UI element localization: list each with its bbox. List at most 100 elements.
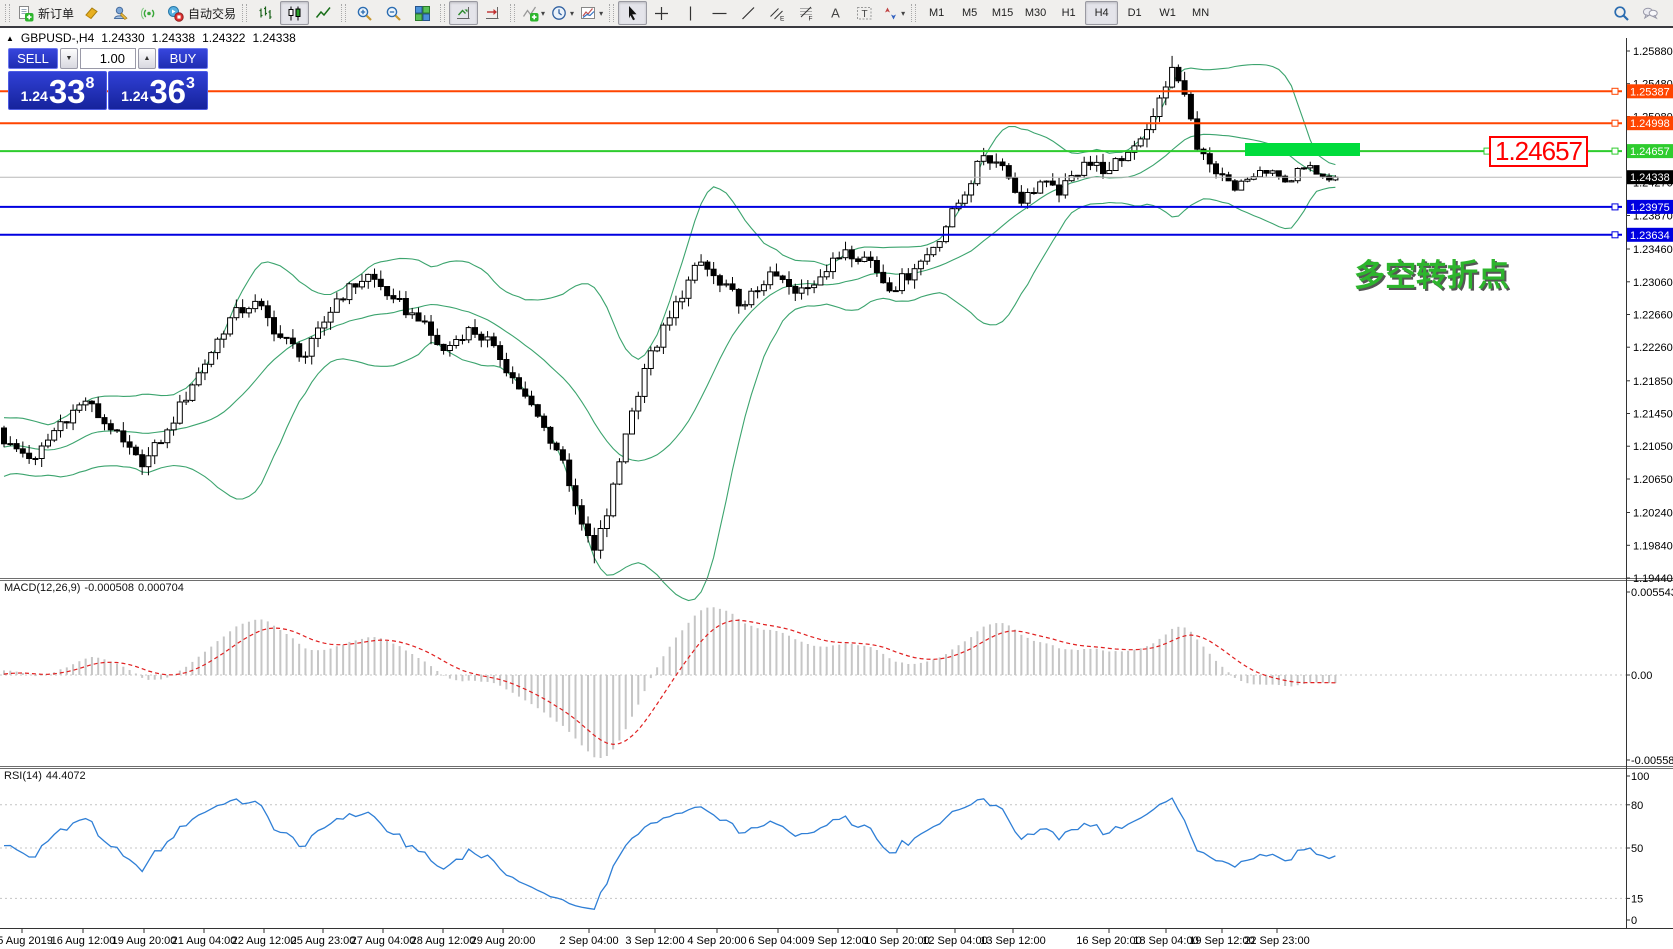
periods-button[interactable]: ▾: [548, 1, 577, 25]
fibonacci-button[interactable]: F: [792, 1, 821, 25]
metaeditor-icon: [112, 5, 129, 22]
time-axis-label: 13 Sep 12:00: [980, 935, 1045, 947]
price-tick-label: 1.21450: [1633, 409, 1673, 421]
buy-price-sup: 3: [186, 75, 195, 92]
signals-icon: [141, 5, 158, 22]
price-level-scale-label: 1.24998: [1630, 118, 1670, 130]
toolbar-group-grip: [510, 4, 516, 22]
symbol-period-label: GBPUSD-,H4: [20, 31, 95, 45]
buy-price-big: 36: [149, 73, 187, 110]
vertical-line-button[interactable]: [676, 1, 705, 25]
price-scale[interactable]: 1.258801.254801.250801.246701.242701.238…: [1626, 46, 1673, 927]
line-chart-button[interactable]: [309, 1, 338, 25]
time-axis-label: 16 Sep 20:00: [1076, 935, 1141, 947]
macd-histogram: [0, 607, 1626, 758]
sell-price-sup: 8: [85, 75, 95, 92]
collapse-icon[interactable]: ▲: [6, 33, 14, 43]
indicators-button[interactable]: ▾: [519, 1, 548, 25]
sell-price-display[interactable]: 1.24 33 8: [8, 71, 107, 110]
label-button[interactable]: T: [850, 1, 879, 25]
dropdown-caret-icon[interactable]: ▾: [599, 8, 604, 18]
buy-price-prefix: 1.24: [121, 88, 149, 104]
periods-icon: [551, 5, 568, 22]
svg-text:E: E: [780, 15, 785, 22]
candlestick-chart-icon: [286, 5, 303, 22]
channel-icon: E: [769, 5, 786, 22]
price-tick-label: 1.19440: [1633, 573, 1673, 585]
trendline-button[interactable]: [734, 1, 763, 25]
chart-annotation-text[interactable]: 多空转折点: [1354, 258, 1509, 293]
zoom-out-button[interactable]: [379, 1, 408, 25]
cursor-icon: [624, 5, 641, 22]
dropdown-caret-icon[interactable]: ▾: [570, 8, 575, 18]
toolbar-group-grip: [341, 4, 347, 22]
timeframe-m1-button[interactable]: M1: [928, 7, 945, 19]
timeframe-d1-button[interactable]: D1: [1127, 7, 1142, 19]
new-order-button[interactable]: 新订单: [14, 1, 77, 25]
mql5-button[interactable]: [77, 1, 106, 25]
zoom-out-icon: [385, 5, 402, 22]
rsi-line: [3, 797, 1336, 911]
svg-text:T: T: [862, 9, 868, 20]
search-icon: [1613, 5, 1630, 22]
chart-shift-button[interactable]: [478, 1, 507, 25]
price-tick-label: 1.21050: [1633, 441, 1673, 453]
text-button[interactable]: A: [821, 1, 850, 25]
vertical-line-icon: [682, 5, 699, 22]
channel-button[interactable]: E: [763, 1, 792, 25]
buy-button[interactable]: BUY: [158, 48, 208, 69]
time-axis-label: 12 Sep 04:00: [922, 935, 987, 947]
community-icon: [1642, 5, 1659, 22]
candlestick-chart-button[interactable]: [280, 1, 310, 25]
timeframe-w1-button[interactable]: W1: [1159, 7, 1176, 19]
volume-input[interactable]: 1.00: [80, 48, 136, 69]
level-line-anchor[interactable]: [1611, 231, 1619, 239]
highlight-rectangle[interactable]: [1245, 143, 1360, 156]
price-level-scale-label: 1.25387: [1630, 86, 1670, 98]
toolbar-group-grip: [911, 4, 917, 22]
timeframe-m15-button[interactable]: M15: [991, 7, 1014, 19]
autotrading-button[interactable]: 自动交易: [164, 1, 239, 25]
rsi-scale-label: 15: [1631, 893, 1643, 905]
tile-windows-button[interactable]: [408, 1, 437, 25]
metaeditor-button[interactable]: [106, 1, 135, 25]
signals-button[interactable]: [135, 1, 164, 25]
level-line-anchor[interactable]: [1611, 203, 1619, 211]
one-click-trading-panel: SELL ▼ 1.00 ▲ BUY 1.24 33 8 1.24 36 3: [8, 46, 208, 110]
arrow-tools-button[interactable]: ▾: [879, 1, 908, 25]
timeframe-mn-button[interactable]: MN: [1192, 7, 1210, 19]
templates-button[interactable]: ▾: [577, 1, 606, 25]
timeframe-h4-button[interactable]: H4: [1085, 1, 1119, 25]
macd-main-value: -0.000508: [84, 582, 134, 594]
level-line-anchor[interactable]: [1611, 147, 1619, 155]
timeframe-m5-button[interactable]: M5: [961, 7, 978, 19]
timeframe-h1-button[interactable]: H1: [1061, 7, 1076, 19]
rsi-indicator-label: RSI(14) 44.4072: [4, 770, 90, 782]
price-level-scale-label: 1.24338: [1630, 172, 1670, 184]
volume-decrease-button[interactable]: ▼: [60, 48, 78, 69]
dropdown-caret-icon[interactable]: ▾: [541, 8, 546, 18]
community-button[interactable]: [1636, 1, 1665, 25]
crosshair-button[interactable]: [647, 1, 676, 25]
buy-price-display[interactable]: 1.24 36 3: [108, 71, 208, 110]
price-callout-label[interactable]: 1.24657: [1489, 136, 1588, 167]
timeframe-m30-button[interactable]: M30: [1024, 7, 1047, 19]
cursor-button[interactable]: [618, 1, 648, 25]
dropdown-caret-icon[interactable]: ▾: [901, 8, 906, 18]
candlesticks: [1, 55, 1339, 564]
horizontal-line-button[interactable]: [705, 1, 734, 25]
bar-chart-button[interactable]: [251, 1, 280, 25]
level-line-anchor[interactable]: [1611, 119, 1619, 127]
auto-scroll-button[interactable]: [449, 1, 479, 25]
rsi-scale-label: 100: [1631, 771, 1649, 783]
panel-separators: [0, 38, 1673, 929]
zoom-in-button[interactable]: [350, 1, 379, 25]
main-toolbar: 新订单 自动交易 ▾ ▾ ▾ E F A T ▾ M1 M5 M15 M30 H1 H4 D1 W1 MN: [0, 0, 1673, 28]
volume-increase-button[interactable]: ▲: [138, 48, 156, 69]
low-value: 1.24322: [202, 31, 246, 45]
sell-button[interactable]: SELL: [8, 48, 58, 69]
search-button[interactable]: [1607, 1, 1636, 25]
level-line-anchor[interactable]: [1611, 87, 1619, 95]
